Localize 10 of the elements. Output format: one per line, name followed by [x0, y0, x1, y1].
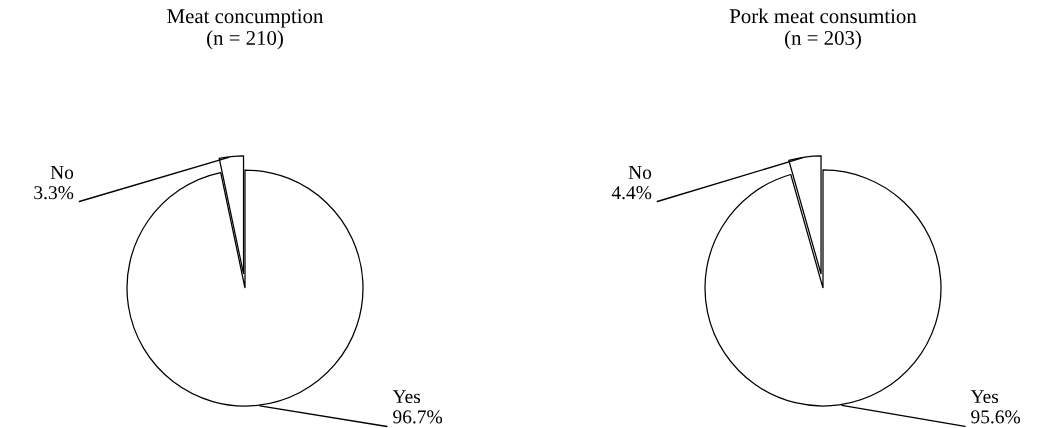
slice-label: No [628, 165, 652, 179]
chart-title: Meat concumption (n = 210) [167, 9, 324, 50]
chart-title: Pork meat consumtion (n = 203) [729, 8, 917, 50]
slice-label: No [50, 165, 74, 179]
slice-label: Yes [392, 390, 421, 404]
data-label: 96.7% [393, 410, 443, 424]
data-label: 3.3% [34, 186, 74, 200]
data-label: 4.4% [611, 186, 652, 200]
slice-label: Yes [970, 390, 999, 404]
data-label: 95.6% [971, 410, 1021, 424]
